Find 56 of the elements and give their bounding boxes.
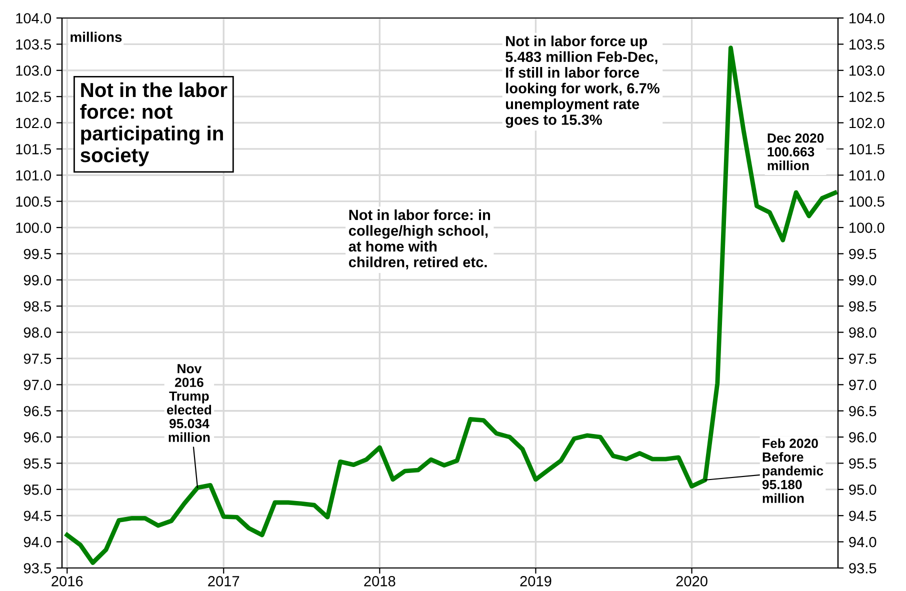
y-tick-label: 103.0 xyxy=(16,65,52,76)
y-tick-label: 100.0 xyxy=(16,222,52,233)
annotation: Dec 2020 100.663 million xyxy=(768,133,824,170)
y2-tick-label: 97.5 xyxy=(849,354,876,364)
y-tick-label: 98.5 xyxy=(24,301,51,312)
y-tick-label: 100.5 xyxy=(16,196,51,207)
y2-tick-label: 102.0 xyxy=(850,118,884,128)
y-tick-label: 96.0 xyxy=(24,432,52,442)
y-tick-label: 97.0 xyxy=(24,380,52,390)
y2-tick-label: 100.5 xyxy=(850,196,884,207)
y2-tick-label: 97.0 xyxy=(849,380,876,390)
y-tick-label: 99.0 xyxy=(24,275,52,286)
y-tick-label: 103.5 xyxy=(16,39,51,50)
y2-tick-label: 94.5 xyxy=(849,510,876,522)
y2-tick-label: 103.0 xyxy=(850,65,884,76)
y2-tick-label: 94.0 xyxy=(849,536,876,548)
annotation: Not in labor force: in college/high school, at home with children, retired etc. xyxy=(348,209,490,270)
annotation: Not in labor force up 5.483 million Feb-Dec, If still in labor force looking for work, 6.7% unemployment rate goes to 15.3% xyxy=(506,36,660,128)
x-tick-label: 2017 xyxy=(208,576,240,586)
y-tick-label: 96.5 xyxy=(24,406,51,416)
y2-tick-label: 98.0 xyxy=(849,327,876,338)
y2-tick-label: 99.0 xyxy=(849,275,876,286)
annotation: Feb 2020 Before pandemic 95.180 million xyxy=(762,438,824,503)
y2-tick-label: 101.5 xyxy=(850,144,884,154)
y2-tick-label: 96.0 xyxy=(849,432,876,442)
y2-tick-label: 102.5 xyxy=(850,92,884,102)
y2-tick-label: 104.0 xyxy=(850,13,884,24)
y-tick-label: 94.5 xyxy=(24,510,51,522)
x-tick-label: 2016 xyxy=(52,576,83,586)
x-tick-label: 2018 xyxy=(364,576,396,586)
y-tick-label: 101.5 xyxy=(16,144,51,154)
y-tick-label: 95.5 xyxy=(24,458,51,469)
y-tick-label: 93.5 xyxy=(24,563,51,574)
y-tick-label: 99.5 xyxy=(24,248,51,260)
y-tick-label: 98.0 xyxy=(24,327,52,338)
y2-tick-label: 103.5 xyxy=(850,39,884,50)
y-tick-label: 95.0 xyxy=(24,484,52,495)
y2-tick-label: 95.5 xyxy=(849,458,876,469)
annotation: Nov 2016 Trump elected 95.034 million xyxy=(166,364,212,442)
y-tick-label: 101.0 xyxy=(16,170,52,181)
y-tick-label: 94.0 xyxy=(24,536,52,548)
y2-tick-label: 95.0 xyxy=(849,484,876,495)
y2-tick-label: 96.5 xyxy=(849,406,876,416)
y-tick-label: 102.0 xyxy=(16,118,52,128)
annotation: Not in the labor force: not participating in society xyxy=(80,82,228,166)
y2-tick-label: 93.5 xyxy=(849,563,876,574)
y2-tick-label: 99.5 xyxy=(849,248,876,260)
y-tick-label: 104.0 xyxy=(16,13,52,24)
x-tick-label: 2019 xyxy=(520,576,552,586)
x-tick-label: 2020 xyxy=(676,576,708,586)
y2-tick-label: 100.0 xyxy=(850,222,884,233)
y-tick-label: 102.5 xyxy=(16,92,51,102)
y-tick-label: 97.5 xyxy=(24,354,51,364)
y2-tick-label: 98.5 xyxy=(849,301,876,312)
y2-tick-label: 101.0 xyxy=(850,170,884,181)
y-axis-title: millions xyxy=(70,32,122,42)
